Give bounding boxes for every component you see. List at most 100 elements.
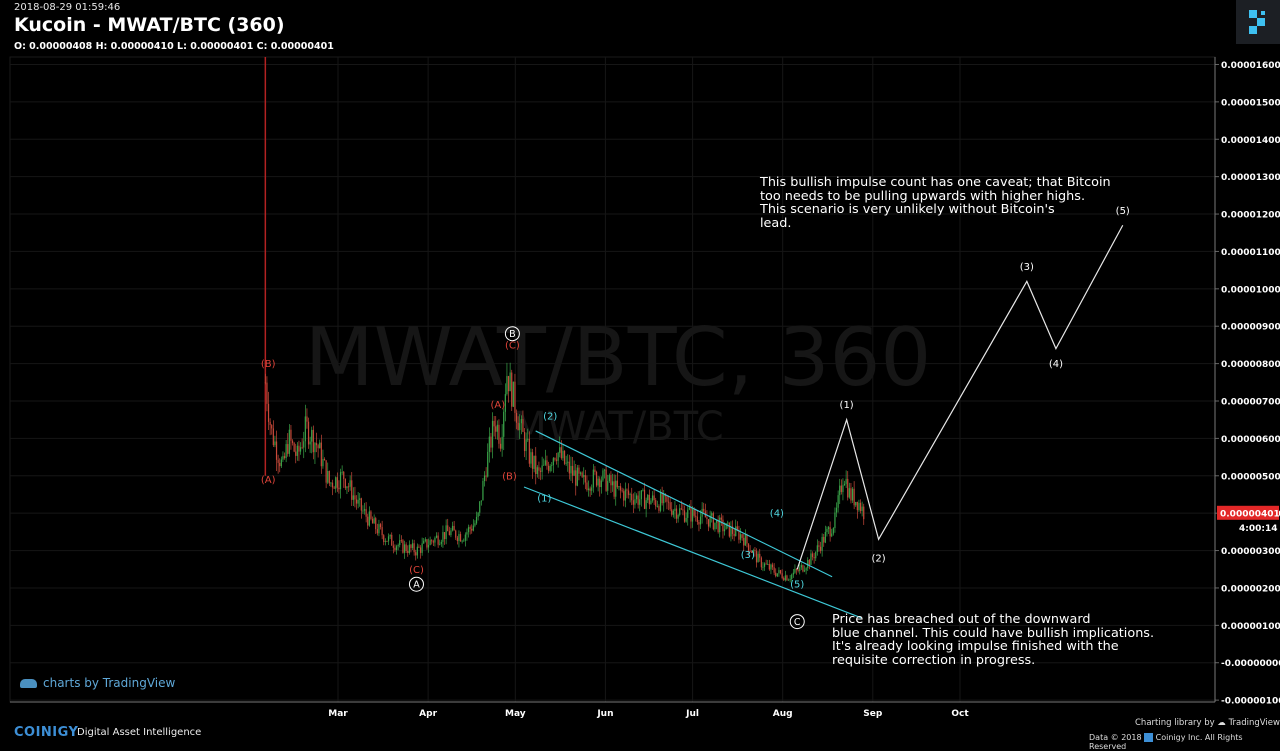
candle-body [731,526,734,534]
candle-body [603,469,606,471]
candle-body [439,543,441,545]
candle-body [272,428,274,446]
candle-body [794,569,796,573]
last-price-tag [1217,505,1279,520]
y-tick-label: 0.00001000 [1221,285,1280,295]
candle-body [429,540,431,546]
candle-body [778,570,780,574]
candle-body [400,540,402,542]
candle-body [744,534,746,546]
candle-body [816,545,818,552]
coinigy-logo[interactable] [1236,0,1280,44]
candle-body [695,515,697,517]
candle-body [469,527,471,529]
candle-body [328,470,330,484]
candle-body [445,525,447,540]
candle-body [653,495,655,501]
candle-body [823,537,825,543]
candle-body [583,475,585,477]
candle-body [570,465,572,474]
candle-body [333,487,335,489]
countdown-label: 4:00:14 [1239,524,1278,534]
candle-body [616,480,618,488]
candle-body [386,540,388,542]
candle-body [330,482,332,484]
candle-body [496,424,498,432]
tradingview-cloud-icon [20,679,37,688]
candle-body [347,486,350,488]
candle-body [367,516,369,526]
candle-body [511,372,513,407]
candle-body [351,480,353,500]
candle-body [432,541,434,543]
candle-body [323,459,326,461]
candle-body [453,525,455,531]
candle-body [629,494,631,496]
candle-body [307,421,310,445]
timestamp: 2018-08-29 01:59:46 [14,2,121,13]
chart-title: Kucoin - MWAT/BTC (360) [14,14,285,36]
tradingview-brand-link[interactable]: charts by TradingView [20,676,175,690]
candle-body [264,382,266,384]
candle-body [355,499,358,504]
candle-body [639,499,641,505]
y-tick-label: 0.00000100 [1221,622,1280,632]
wave-label: B [509,329,516,340]
candle-body [299,447,302,452]
candle-body [835,507,838,513]
candle-body [811,553,814,558]
x-tick-label: Jul [685,709,699,719]
candle-body [645,500,647,509]
candle-body [751,551,753,553]
candle-body [271,425,273,429]
candle-body [576,467,578,486]
candle-body [301,447,303,449]
x-tick-label: Mar [328,709,348,719]
candle-body [447,525,449,532]
candle-body [682,509,684,511]
candle-body [805,568,807,571]
candle-body [415,552,417,556]
wave-label: (B) [502,471,517,482]
candle-body [509,372,511,392]
candle-body [315,443,318,446]
candle-body [368,511,370,526]
candle-body [391,534,393,546]
candle-body [466,532,468,535]
candle-body [847,478,849,498]
candle-body [586,482,588,491]
candle-body [858,502,860,511]
candle-body [789,578,791,580]
candle-body [760,557,762,568]
candle-body [730,526,732,537]
candle-body [514,381,516,413]
candle-body [471,528,473,531]
candle-body [605,469,607,491]
candle-body [656,506,658,507]
candle-body [317,445,319,449]
channel-upper-line [535,430,833,578]
x-tick-label: May [505,709,526,719]
candle-body [687,509,689,518]
candle-body [688,507,690,510]
candle-body [295,451,297,456]
candle-body [487,451,489,477]
candle-body [279,462,281,467]
candle-body [267,403,270,422]
candle-body [277,459,279,463]
wave-label: (A) [491,400,506,411]
candle-body [296,445,298,456]
charting-library-credit[interactable]: Charting library by ☁ TradingView [1135,718,1280,728]
candle-body [767,563,769,565]
wave-label: (4) [1049,359,1063,370]
candle-body [426,539,428,548]
candle-body [637,495,639,505]
watermark-main: MWAT/BTC, 360 [305,311,932,404]
countdown-bg [1235,520,1279,534]
candle-body [451,525,454,531]
candle-body [349,480,351,487]
candle-body [600,480,602,488]
candle-body [647,494,649,501]
candle-body [727,522,729,524]
